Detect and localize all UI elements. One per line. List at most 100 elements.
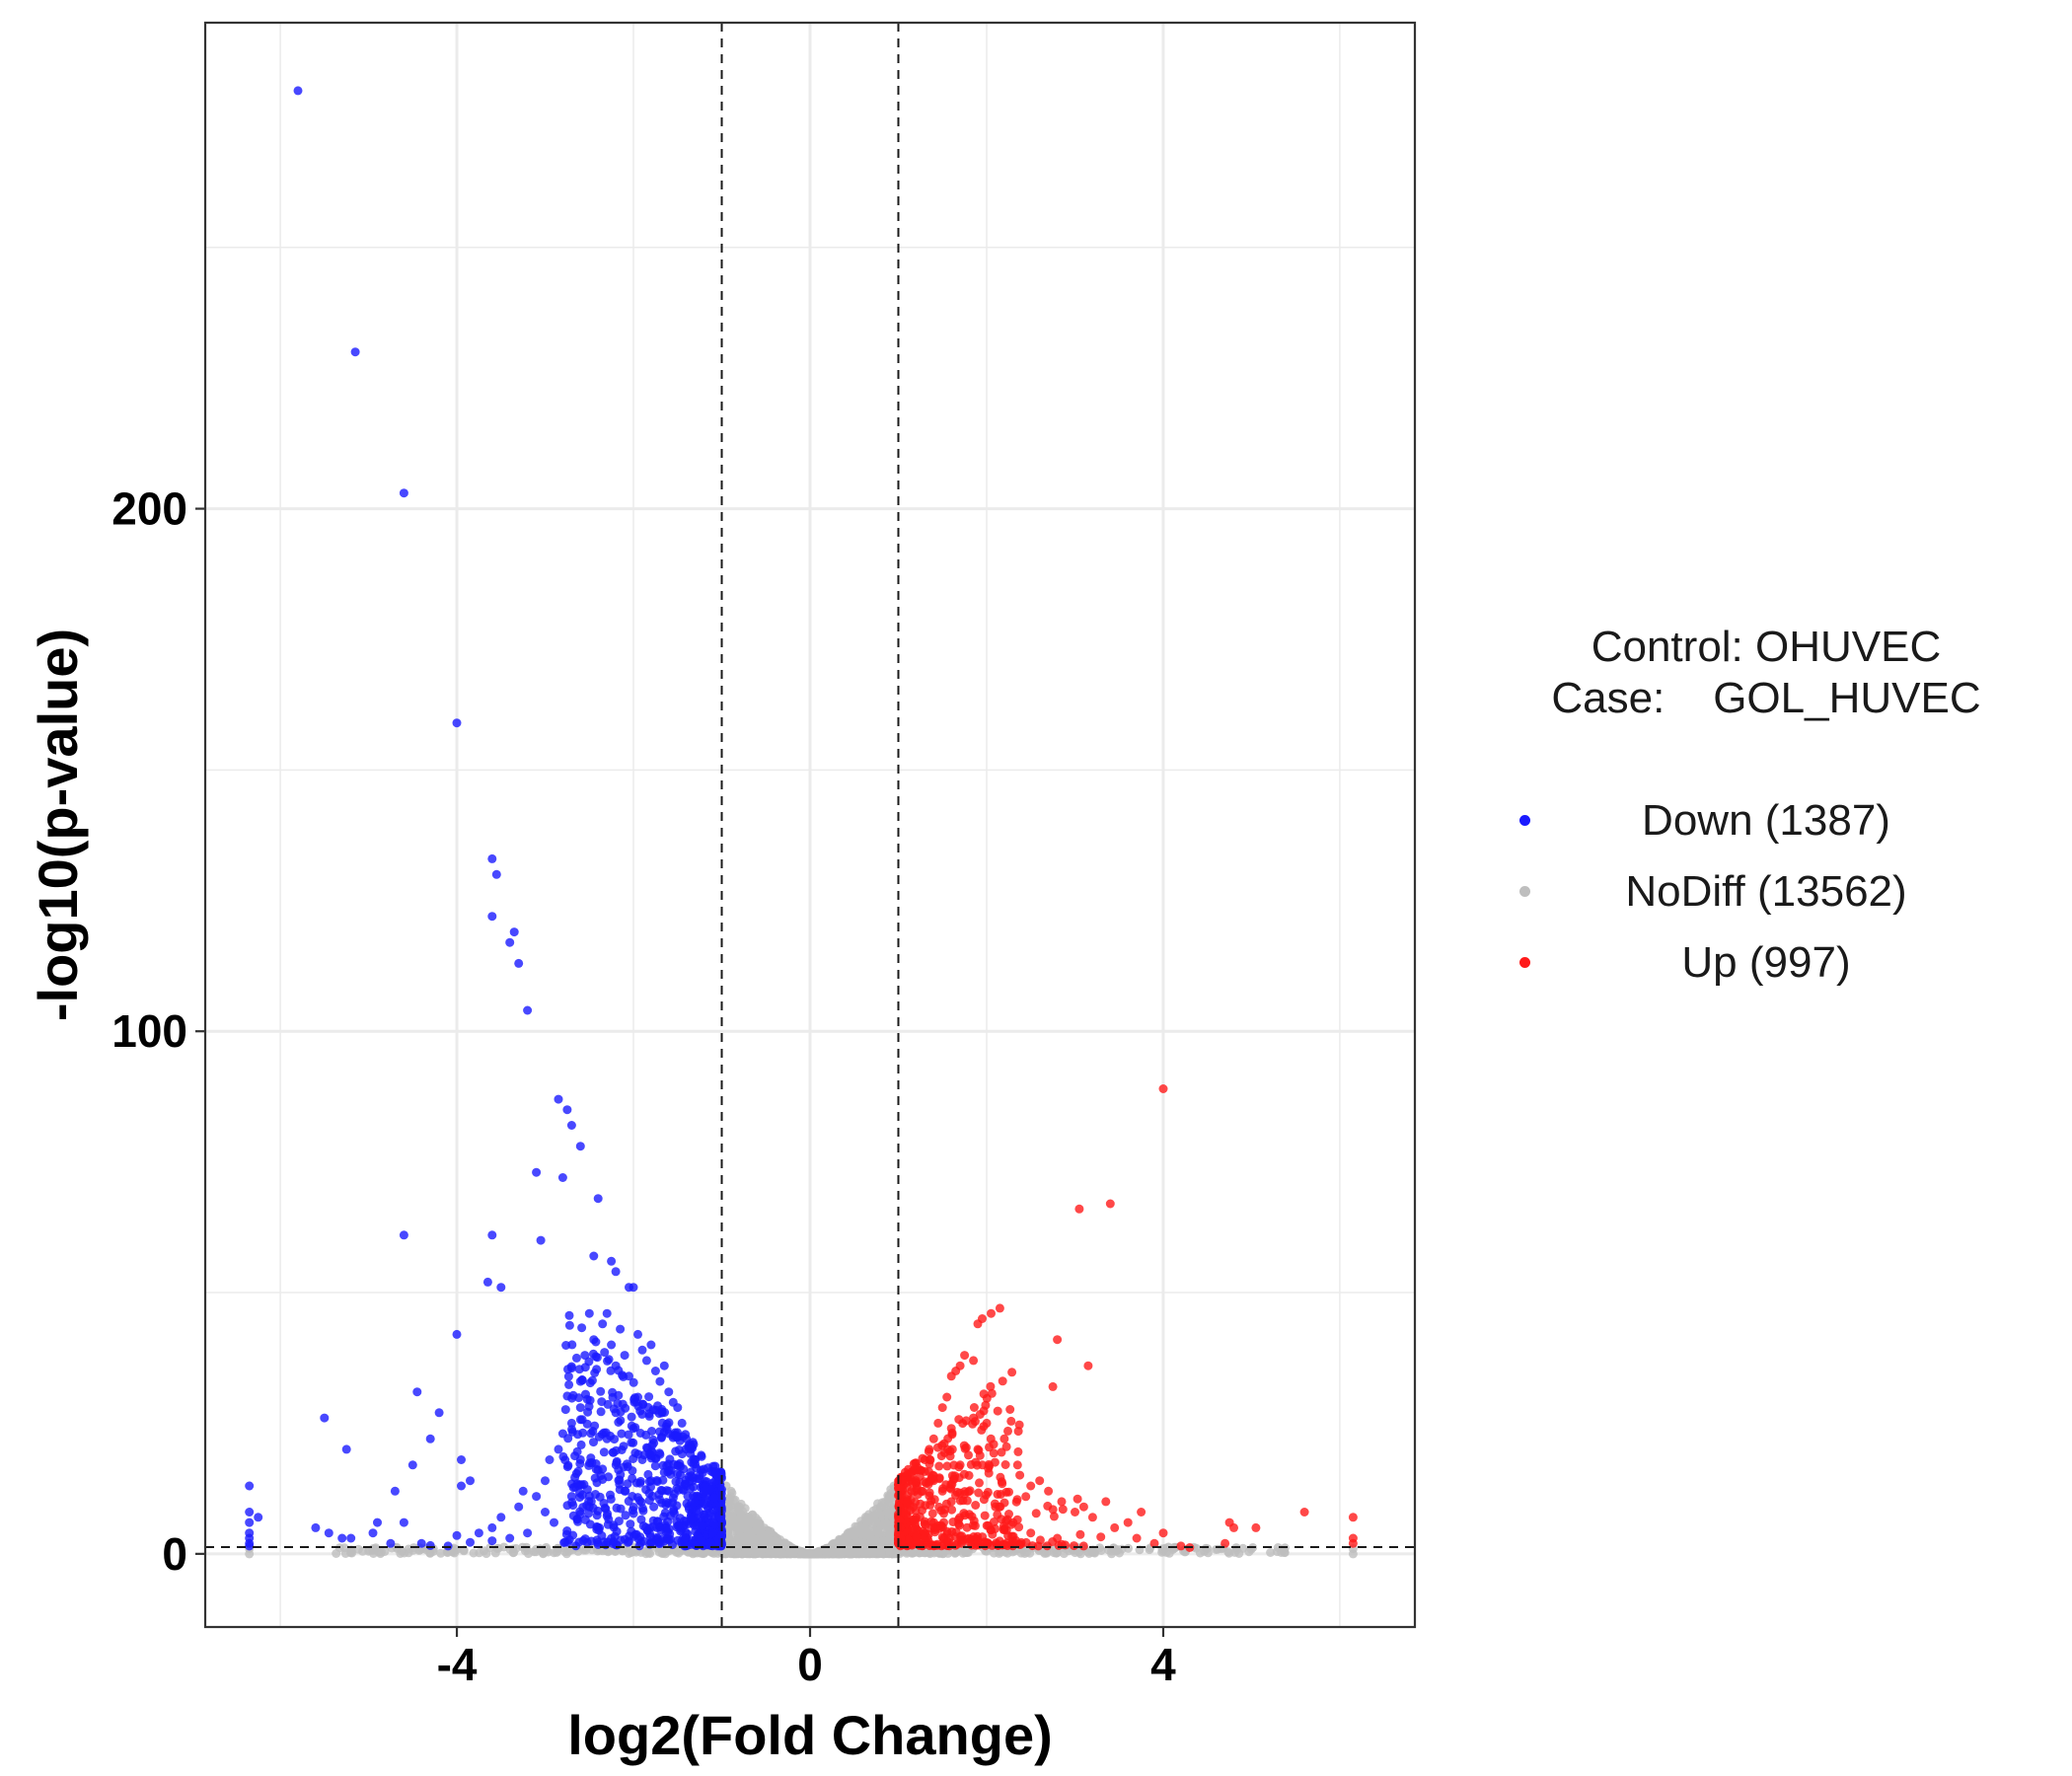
point-down [714,1512,724,1521]
point-up [982,1418,992,1428]
point-up [947,1480,957,1489]
point-down [523,1005,533,1015]
point-down [668,1498,678,1508]
point-down [496,1513,506,1522]
point-nodiff [1052,1548,1062,1558]
point-up [999,1434,1009,1443]
point-nodiff [735,1533,745,1543]
point-nodiff [876,1502,886,1512]
point-up [1031,1509,1041,1518]
point-down [681,1527,691,1537]
point-up [1299,1508,1309,1517]
point-down [311,1522,321,1532]
point-nodiff [492,1544,502,1553]
point-down [585,1458,595,1468]
point-down [407,1460,417,1470]
point-up [898,1476,907,1486]
point-down [575,1403,585,1413]
point-down [245,1541,255,1551]
point-down [563,1371,573,1381]
point-nodiff [479,1546,488,1556]
point-up [937,1486,947,1496]
point-down [584,1502,594,1512]
point-down [324,1528,333,1538]
point-down [664,1429,674,1439]
point-nodiff [837,1548,847,1558]
point-down [554,1444,563,1454]
point-nodiff [661,1546,671,1556]
point-down [703,1502,713,1512]
point-down [652,1517,662,1526]
point-down [600,1348,610,1358]
point-up [1078,1502,1088,1512]
point-up [902,1497,912,1507]
point-up [898,1508,908,1517]
point-down [683,1491,693,1501]
point-down [652,1522,662,1532]
point-nodiff [730,1519,740,1529]
point-up [973,1319,983,1329]
point-up [1229,1522,1238,1532]
point-down [560,1405,570,1415]
point-down [698,1520,707,1530]
point-down [637,1345,647,1355]
point-nodiff [848,1546,856,1555]
point-down [673,1460,683,1470]
point-down [425,1540,435,1550]
point-down [686,1467,696,1477]
point-up [1078,1541,1088,1551]
point-down [629,1503,638,1512]
point-down [673,1432,683,1442]
point-down [611,1361,621,1370]
legend: Control: OHUVEC Case: GOL_HUVEC Down (13… [1510,622,2023,999]
point-nodiff [643,1548,653,1558]
point-up [939,1517,948,1527]
point-nodiff [509,1548,519,1557]
point-nodiff [469,1548,479,1558]
point-down [664,1387,674,1397]
point-down [575,1142,585,1151]
point-nodiff [746,1527,756,1537]
point-up [1005,1405,1015,1414]
point-down [452,1530,462,1540]
point-up [987,1308,996,1318]
point-nodiff [756,1548,766,1558]
point-down [616,1470,626,1480]
point-down [589,1438,598,1447]
point-up [936,1506,946,1516]
point-down [682,1481,692,1491]
point-down [708,1528,718,1538]
point-up [1021,1537,1031,1547]
point-up [967,1512,977,1521]
point-down [626,1519,635,1529]
point-up [928,1517,938,1527]
legend-key-up [1510,927,1539,999]
point-down [615,1479,625,1489]
point-up [960,1511,970,1520]
point-down [577,1490,587,1500]
point-down [341,1444,351,1454]
point-down [671,1477,681,1487]
point-down [373,1517,382,1527]
point-down [629,1454,638,1463]
point-down [577,1415,587,1425]
point-up [955,1531,965,1541]
point-down [320,1413,330,1423]
point-up [979,1389,989,1399]
point-up [985,1443,994,1452]
point-up [909,1466,919,1475]
legend-item-nodiff: NoDiff (13562) [1510,856,2023,927]
point-up [927,1509,937,1518]
point-down [482,1277,492,1287]
point-down [646,1476,656,1486]
point-down [628,1492,637,1501]
point-nodiff [868,1519,878,1529]
point-up [981,1400,991,1410]
point-up [1149,1538,1159,1548]
point-nodiff [796,1546,806,1556]
point-up [986,1381,996,1391]
point-down [572,1446,582,1456]
point-down [581,1389,590,1399]
point-down [659,1361,669,1370]
x-tick-label: 0 [797,1639,823,1690]
